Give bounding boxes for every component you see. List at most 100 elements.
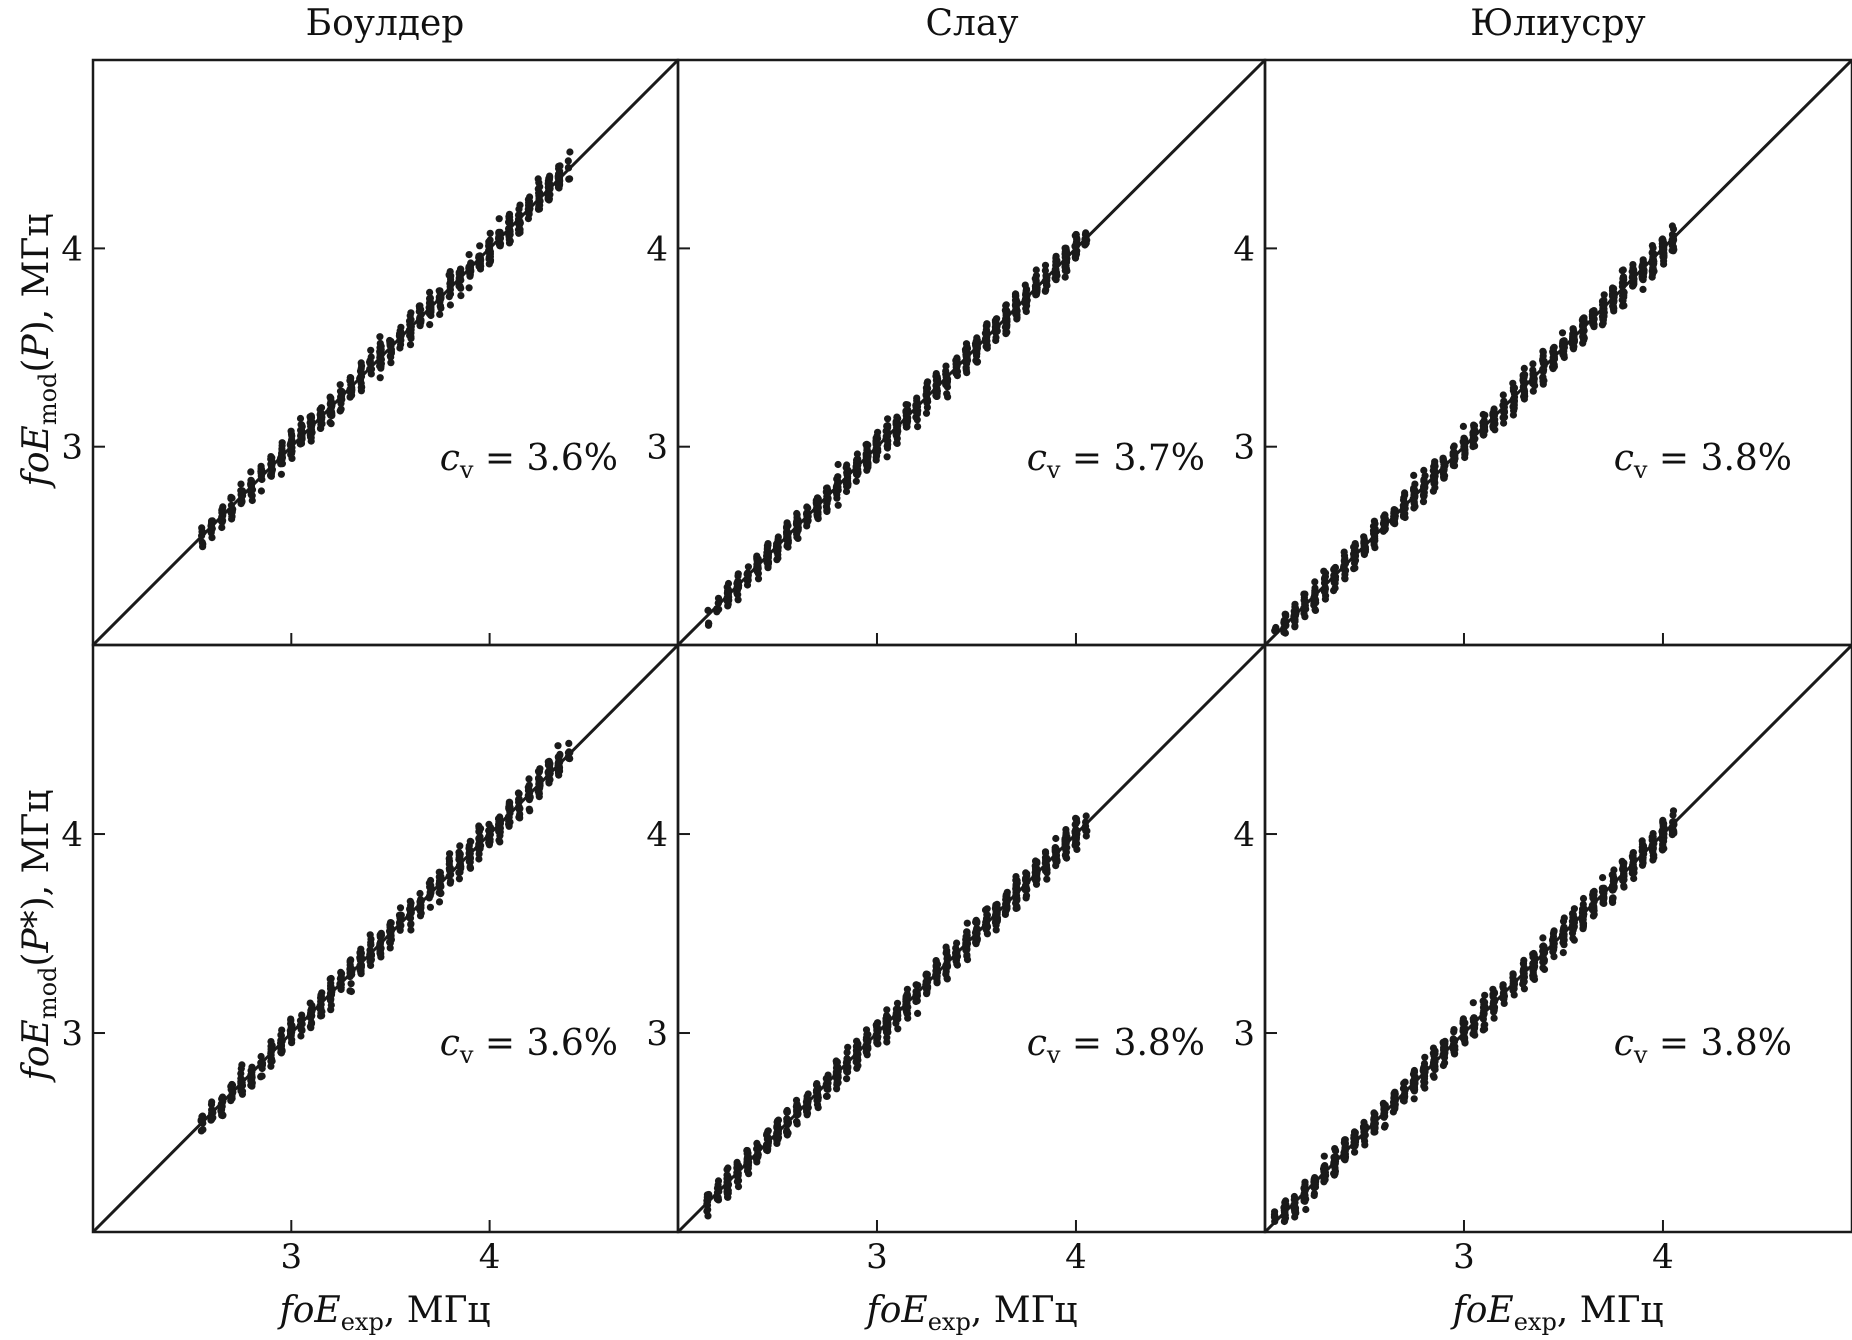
data-point — [554, 172, 562, 180]
data-point — [1401, 1078, 1409, 1086]
data-point — [843, 1048, 851, 1056]
data-point — [1002, 891, 1010, 899]
data-point — [933, 978, 941, 987]
data-point — [1032, 275, 1040, 283]
data-point — [923, 988, 931, 997]
data-point — [902, 407, 910, 415]
data-point — [1529, 360, 1537, 368]
data-point — [536, 782, 544, 790]
data-point — [883, 442, 891, 450]
data-point — [1520, 956, 1528, 965]
data-point — [1420, 477, 1428, 485]
data-point — [713, 1184, 722, 1192]
data-point — [1510, 981, 1518, 989]
data-point — [1510, 384, 1519, 392]
reference-line-y-equals-x — [91, 643, 680, 1234]
data-point — [992, 905, 1000, 913]
data-point — [237, 1078, 245, 1086]
data-point — [516, 226, 524, 234]
data-point — [426, 892, 434, 900]
data-point — [942, 963, 950, 971]
data-point — [1449, 443, 1458, 451]
data-point — [445, 293, 453, 301]
data-point — [376, 374, 384, 382]
data-point — [1361, 1131, 1369, 1139]
data-point — [813, 1086, 821, 1094]
data-point — [1380, 520, 1388, 528]
column-title-slough: Слау — [925, 3, 1018, 44]
data-point — [437, 304, 445, 312]
data-point — [376, 947, 384, 955]
data-point — [1381, 1101, 1389, 1109]
data-point — [1510, 399, 1518, 407]
data-point — [396, 330, 404, 338]
data-point — [525, 201, 533, 209]
data-point — [1529, 387, 1537, 395]
data-point — [1390, 1090, 1398, 1098]
data-point — [983, 321, 991, 330]
data-point — [1032, 266, 1040, 274]
data-point — [782, 523, 791, 531]
data-point — [1411, 1079, 1419, 1087]
data-point — [1061, 838, 1070, 846]
data-point — [1002, 301, 1010, 309]
data-point — [248, 496, 256, 505]
data-point — [1043, 869, 1051, 877]
data-point — [1282, 1201, 1290, 1209]
data-point — [823, 484, 831, 492]
data-point — [1321, 583, 1329, 592]
data-point — [783, 532, 791, 540]
data-point — [873, 440, 882, 448]
data-point — [337, 395, 346, 403]
data-point — [1390, 509, 1398, 517]
data-point — [475, 834, 483, 843]
scatter-points — [1271, 222, 1678, 637]
data-point — [534, 185, 542, 193]
data-point — [943, 390, 951, 398]
data-point — [1420, 1082, 1428, 1090]
data-point — [317, 991, 325, 999]
data-point — [1012, 303, 1020, 311]
data-point — [912, 997, 920, 1006]
data-point — [1410, 1068, 1418, 1076]
data-point — [287, 427, 295, 435]
data-point — [1043, 875, 1051, 883]
data-point — [824, 1074, 832, 1082]
cv-annotation: cv = 3.8% — [1614, 438, 1792, 484]
data-point — [238, 1090, 246, 1098]
data-point — [1619, 858, 1627, 867]
data-point — [367, 941, 375, 949]
data-point — [822, 503, 831, 511]
data-point — [1370, 535, 1378, 543]
data-point — [853, 456, 861, 464]
data-point — [446, 301, 454, 309]
data-point — [267, 1038, 275, 1046]
data-point — [1041, 261, 1050, 269]
data-point — [1042, 849, 1050, 857]
data-point — [506, 213, 514, 221]
data-point — [1083, 827, 1091, 835]
data-point — [1291, 623, 1299, 631]
data-point — [1649, 252, 1658, 260]
data-point — [1280, 1217, 1288, 1226]
data-point — [407, 334, 415, 342]
data-point — [1340, 566, 1349, 574]
data-point — [1618, 296, 1626, 304]
data-point — [327, 991, 336, 999]
data-point — [525, 796, 534, 804]
data-point — [257, 472, 265, 480]
data-point — [1481, 991, 1489, 999]
data-point — [1440, 474, 1448, 482]
data-point — [1012, 873, 1020, 881]
data-point — [1280, 1212, 1288, 1220]
data-point — [208, 1098, 216, 1106]
data-point — [485, 820, 493, 829]
data-point — [436, 890, 445, 898]
data-point — [774, 551, 782, 559]
data-point — [1389, 1108, 1397, 1116]
data-point — [992, 333, 1000, 342]
data-point — [1330, 1160, 1338, 1168]
data-point — [893, 439, 901, 447]
data-point — [457, 292, 465, 300]
data-point — [1012, 896, 1020, 905]
